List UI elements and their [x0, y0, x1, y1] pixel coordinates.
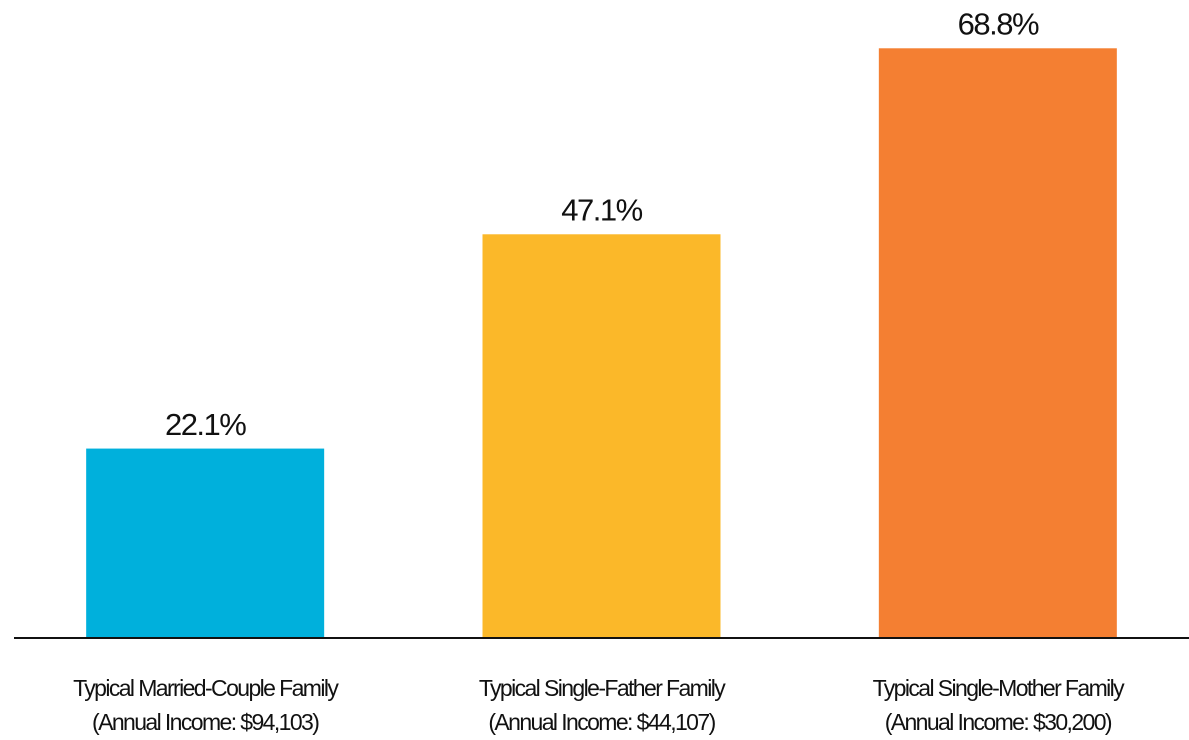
bar [878, 48, 1117, 639]
x-tick-label: (Annual Income: $94,103) [92, 709, 319, 735]
x-tick-label: (Annual Income: $30,200) [885, 709, 1112, 735]
value-label: 47.1% [561, 192, 642, 227]
value-label: 22.1% [165, 407, 246, 442]
x-tick-label: (Annual Income: $44,107) [488, 709, 715, 735]
bar [86, 448, 325, 638]
x-tick-label: Typical Married-Couple Family [73, 675, 339, 701]
bar [482, 234, 721, 639]
value-label: 68.8% [958, 6, 1039, 41]
x-tick-label: Typical Single-Father Family [479, 675, 726, 701]
x-tick-label: Typical Single-Mother Family [873, 675, 1126, 701]
